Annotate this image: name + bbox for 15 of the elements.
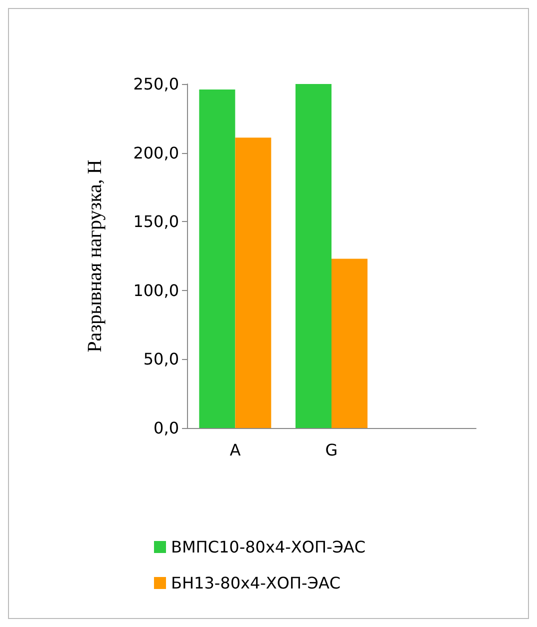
y-tick-label: 200,0 <box>133 143 179 162</box>
y-tick-label: 100,0 <box>133 280 179 300</box>
x-tick-label: A <box>230 440 241 460</box>
bar <box>332 258 368 428</box>
y-tick-label: 50,0 <box>143 350 179 369</box>
legend-label: БН13-80х4-ХОП-ЭАС <box>171 574 341 592</box>
y-tick-label: 250,0 <box>133 74 179 94</box>
y-tick-label: 0,0 <box>154 418 179 438</box>
bar <box>199 90 236 428</box>
bar <box>296 84 332 428</box>
y-tick-label: 150,0 <box>133 212 179 232</box>
x-tick-label: G <box>325 440 338 460</box>
legend-label: ВМПС10-80х4-ХОП-ЭАС <box>171 538 366 556</box>
y-axis-title: Разрывная нагрузка, Н <box>84 160 106 352</box>
bar <box>235 138 272 428</box>
